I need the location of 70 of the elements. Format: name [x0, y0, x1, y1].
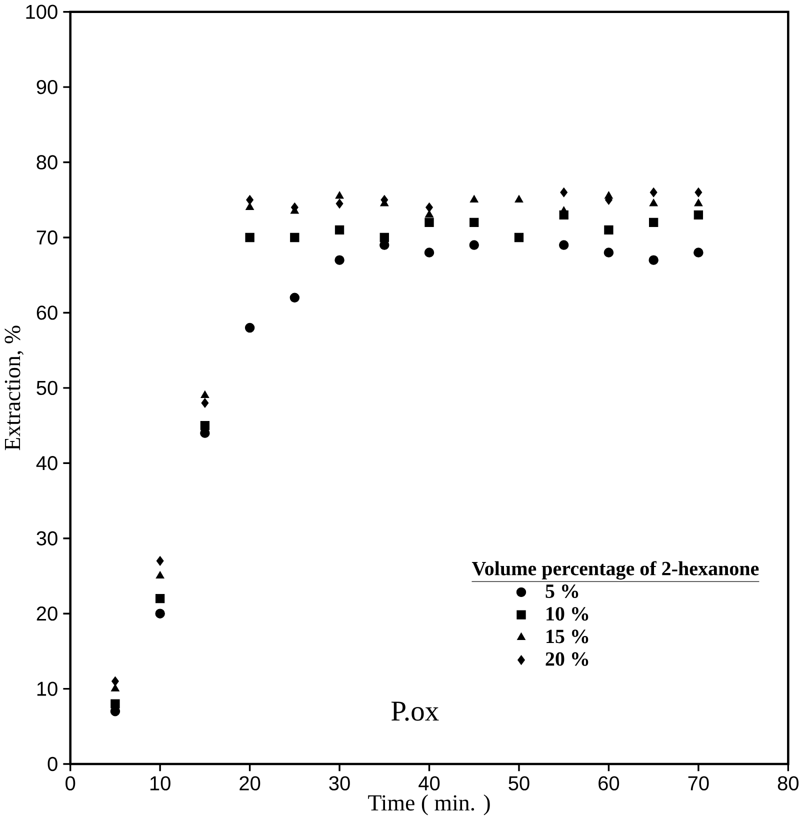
point: [246, 195, 254, 205]
point: [110, 699, 120, 708]
x-axis-title: Time ( min. ): [368, 794, 490, 816]
point: [558, 240, 569, 250]
point: [290, 232, 300, 242]
y-tick-label: 0: [48, 756, 58, 772]
point: [335, 191, 344, 199]
point: [334, 255, 344, 265]
point: [514, 195, 524, 202]
point: [290, 292, 300, 303]
y-tick-label: 70: [36, 230, 58, 245]
x-tick-label: 40: [418, 776, 440, 790]
x-tick-label: 70: [688, 776, 709, 790]
point: [426, 202, 433, 212]
y-tick-label: 40: [36, 456, 58, 470]
point: [560, 206, 568, 214]
point: [336, 198, 344, 209]
point: [648, 255, 658, 265]
y-tick-label: 10: [37, 682, 58, 696]
y-tick-label: 60: [36, 306, 58, 320]
point: [200, 420, 210, 430]
point: [694, 198, 703, 206]
point: [470, 218, 479, 228]
x-tick-label: 10: [150, 776, 170, 790]
point: [155, 608, 165, 618]
point: [201, 398, 209, 408]
point: [648, 218, 658, 228]
y-tick-label: 80: [36, 155, 58, 170]
point: [334, 225, 344, 235]
point: [245, 232, 254, 242]
point: [604, 248, 614, 258]
point: [424, 218, 434, 228]
x-tick-label: 80: [778, 776, 798, 790]
x-tick-label: 60: [598, 776, 620, 790]
point: [694, 188, 702, 198]
point: [155, 594, 165, 604]
point: [469, 240, 479, 250]
y-tick-label: 20: [36, 606, 58, 621]
x-tick-label: 20: [240, 776, 260, 790]
point: [380, 232, 389, 242]
legend-label: 15 %: [546, 630, 588, 644]
point: [111, 676, 119, 686]
legend-label: 20 %: [546, 652, 588, 666]
point: [560, 188, 568, 198]
point: [604, 225, 614, 235]
x-tick-label: 50: [508, 776, 530, 790]
point: [244, 322, 255, 333]
point: [694, 248, 704, 258]
y-tick-label: 30: [36, 531, 58, 546]
y-axis-title: Extraction, %: [4, 326, 24, 450]
y-tick-label: 50: [36, 380, 58, 396]
legend-label: 5 %: [546, 584, 578, 598]
point: [200, 390, 210, 398]
point: [246, 202, 254, 210]
point: [424, 210, 434, 218]
point: [514, 232, 524, 242]
legend-label: 10 %: [546, 607, 588, 621]
point: [424, 248, 434, 258]
point: [156, 571, 164, 579]
x-tick-label: 30: [329, 776, 350, 790]
point: [649, 198, 658, 206]
annotation: P.ox: [391, 702, 439, 721]
y-tick-label: 90: [36, 80, 58, 94]
legend-title: Volume percentage of 2-hexanone: [472, 561, 759, 580]
x-tick-label: 0: [66, 776, 76, 790]
point: [650, 188, 658, 198]
point: [470, 195, 478, 202]
point: [156, 556, 164, 566]
y-tick-label: 100: [26, 4, 58, 19]
point: [694, 210, 703, 220]
